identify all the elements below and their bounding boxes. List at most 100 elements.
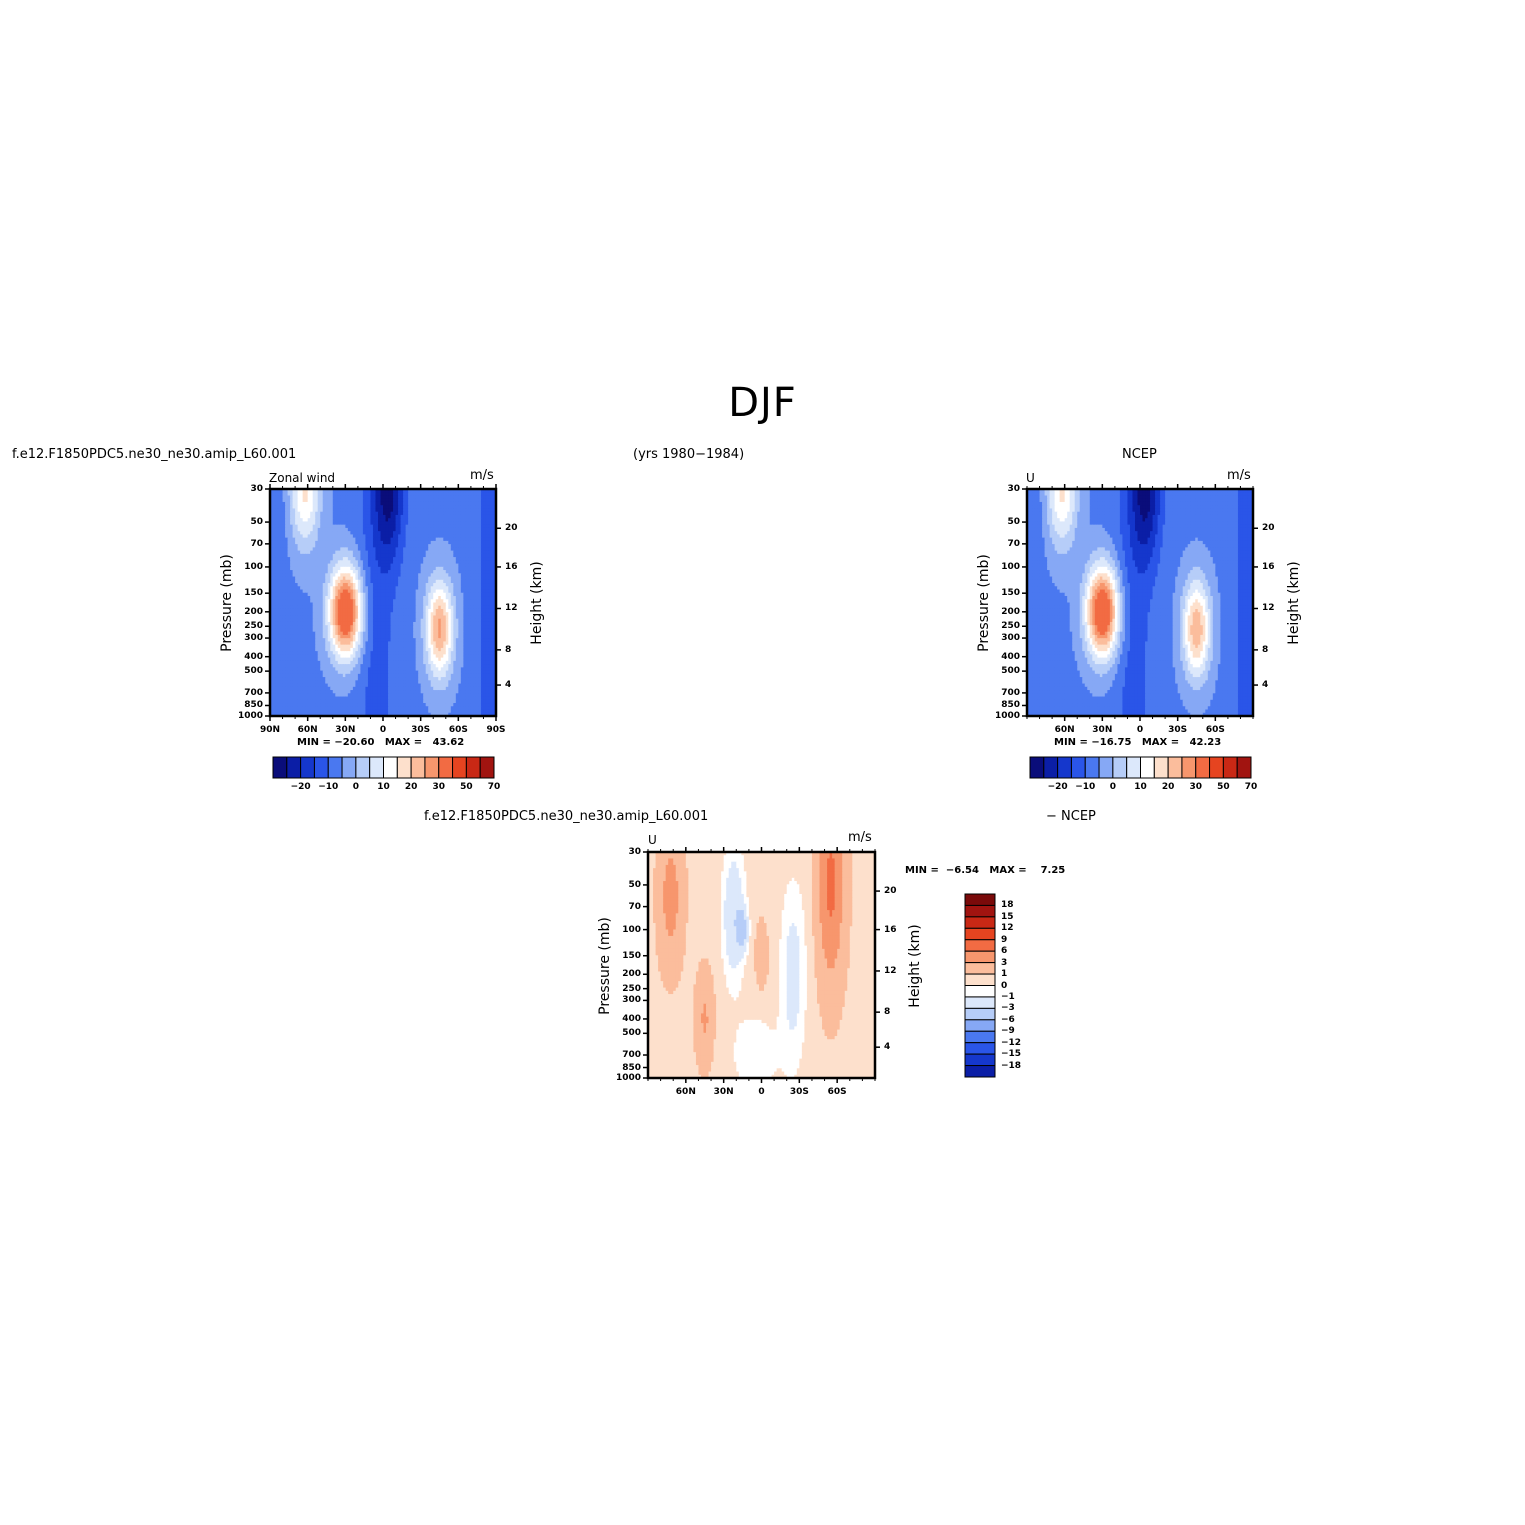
panel1-cell (347, 489, 351, 493)
panel1-cell (458, 492, 462, 497)
panel1-cell (280, 492, 284, 497)
panel1-cell (465, 492, 469, 497)
panel3-stats: MIN = −6.54 MAX = 7.25 (905, 865, 1065, 876)
panel1-title: Zonal wind (269, 471, 335, 485)
panel1-cell (425, 489, 429, 493)
panel1-cell (305, 489, 309, 493)
panel1-cell (418, 492, 422, 497)
panel1-cell (355, 489, 359, 493)
panel1-cell (470, 489, 474, 493)
panel1-cell (317, 492, 321, 497)
panel1-cell (390, 489, 394, 493)
panel1-cell (398, 489, 402, 493)
panel1-cell (345, 492, 349, 497)
panel3-title: U (648, 833, 657, 847)
panel1-cell (320, 492, 324, 497)
panel1-cell (488, 492, 492, 497)
panel1-cell (438, 489, 442, 493)
panel1-cell (483, 489, 487, 493)
panel1-cell (335, 492, 339, 497)
main-title: DJF (0, 380, 1525, 426)
panel1-cell (275, 492, 279, 497)
panel1-stats: MIN = −20.60 MAX = 43.62 (297, 737, 464, 748)
panel1-cell (385, 489, 389, 493)
panel1-cell (468, 489, 472, 493)
panel1-cell (463, 489, 467, 493)
panel1-cell (315, 489, 319, 493)
panel1-cell (398, 492, 402, 497)
panel1-cell (365, 492, 369, 497)
panel1-cell (485, 489, 490, 493)
panel1-cell (428, 492, 432, 497)
panel1-cell (460, 489, 464, 493)
panel1-cell (367, 492, 372, 497)
panel1-cell (295, 489, 299, 493)
panel1-cell (433, 492, 437, 497)
panel1-cell (435, 492, 439, 497)
panel1-cell (300, 489, 304, 493)
panel1-cell (403, 492, 407, 497)
panel1-cell (408, 489, 412, 493)
panel1-cell (448, 492, 452, 497)
panel1-cell (403, 489, 407, 493)
panel1-cell (285, 489, 289, 493)
panel1-cell (280, 489, 284, 493)
panel1-cell (332, 489, 336, 493)
panel1-cell (310, 492, 314, 497)
panel1-cell (468, 492, 472, 497)
panel1-cell (478, 489, 482, 493)
panel1-cell (388, 489, 392, 493)
panel1-cell (332, 492, 336, 497)
panel1-cell (302, 492, 306, 497)
panel1-units: m/s (470, 468, 494, 483)
panel1-cell (475, 492, 480, 497)
panel1-cell (390, 492, 394, 497)
panel1-cell (410, 489, 414, 493)
panel1-cell (365, 489, 369, 493)
panel1-cell (325, 492, 329, 497)
panel1-cell (400, 489, 404, 493)
panel1-cell (435, 489, 439, 493)
panel1-cell (420, 492, 424, 497)
panel1-cell (270, 489, 274, 493)
panel1-cell (322, 489, 326, 493)
panel1-cell (377, 489, 382, 493)
panel1-cell (440, 489, 444, 493)
panel1-cell (372, 489, 377, 493)
panel1-cell (375, 489, 379, 493)
panel1-cell (490, 489, 495, 493)
panel1-cell (450, 489, 454, 493)
panel1-cell (388, 492, 392, 497)
panel1-cell (285, 492, 289, 497)
panel1-cell (445, 492, 449, 497)
panel1-cell (362, 492, 367, 497)
panel1-cell (375, 492, 379, 497)
panel1-cell (413, 492, 417, 497)
panel1-cell (355, 492, 359, 497)
panel1-cell (483, 492, 487, 497)
panel1-cell (290, 489, 294, 493)
panel1-cell (443, 492, 447, 497)
panel1-cell (292, 489, 296, 493)
panel1-cell (360, 492, 364, 497)
panel1-cell (347, 492, 351, 497)
panel1-cell (352, 492, 356, 497)
panel1-cell (430, 492, 434, 497)
panel1-cell (395, 489, 399, 493)
panel1-cell (413, 489, 417, 493)
panel1-cell (312, 492, 316, 497)
panel2-stats: MIN = −16.75 MAX = 42.23 (1054, 737, 1221, 748)
panel1-cell (420, 489, 424, 493)
panel1-cell (330, 492, 334, 497)
panel1-cell (453, 489, 457, 493)
panel1-cell (418, 489, 422, 493)
panel1-cell (305, 492, 309, 497)
panel1-cell (312, 489, 316, 493)
panel1-cell (297, 492, 301, 497)
panel1-cell (423, 492, 427, 497)
panel1-cell (352, 489, 356, 493)
panel1-cell (272, 489, 276, 493)
panel1-cell (330, 489, 334, 493)
panel1-cell (320, 489, 324, 493)
panel1-cell (405, 492, 409, 497)
